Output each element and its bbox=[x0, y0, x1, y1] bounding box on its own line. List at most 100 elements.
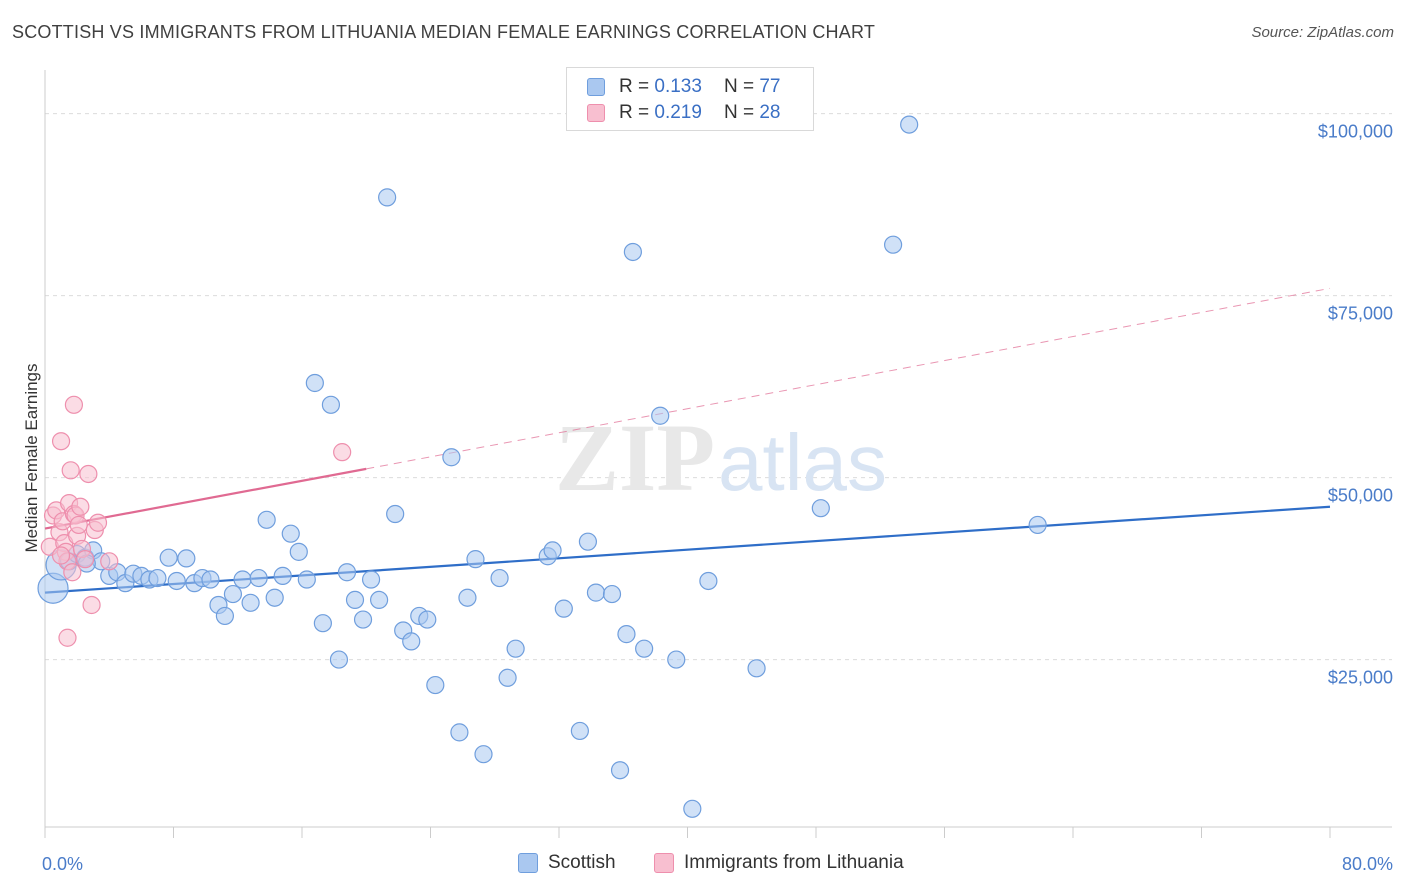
lithuania-point bbox=[64, 395, 84, 414]
lithuania-point bbox=[100, 552, 119, 571]
watermark-atlas: atlas bbox=[718, 418, 887, 507]
scottish-point bbox=[233, 570, 252, 589]
scottish-point bbox=[402, 632, 421, 651]
legend-n-value: 77 bbox=[759, 76, 781, 97]
lithuania-point bbox=[88, 513, 108, 532]
lithuania-point bbox=[63, 563, 82, 582]
y-tick-label: $25,000 bbox=[1328, 668, 1393, 688]
legend-item-scottish: Scottish bbox=[518, 852, 616, 874]
lithuania-point bbox=[69, 515, 88, 535]
tick-labels: $25,000 $50,000 $75,000 $100,000 0.0% 80.0% bbox=[42, 122, 1393, 874]
scottish-point bbox=[450, 723, 469, 742]
scottish-point bbox=[329, 650, 349, 669]
y-tick-label: $50,000 bbox=[1328, 486, 1393, 506]
legend-r-label: R = bbox=[619, 102, 650, 123]
scottish-point bbox=[610, 761, 630, 780]
lithuania-point bbox=[79, 464, 98, 484]
scottish-point bbox=[386, 504, 405, 524]
legend-n-value: 28 bbox=[759, 102, 781, 123]
scottish-point bbox=[223, 584, 243, 604]
scottish-point bbox=[241, 593, 260, 612]
scottish-point bbox=[578, 532, 598, 551]
scottish-point bbox=[635, 639, 654, 658]
scottish-point bbox=[474, 745, 493, 764]
scottish-point bbox=[811, 499, 830, 518]
scottish-point bbox=[458, 588, 477, 607]
correlation-legend: R = 0.133 N = 77 R = 0.219 N = 28 bbox=[566, 67, 814, 131]
legend-item-lithuania: Immigrants from Lithuania bbox=[654, 852, 904, 874]
scottish-point bbox=[361, 570, 381, 589]
scottish-point bbox=[177, 549, 196, 568]
scottish-point bbox=[378, 188, 397, 207]
x-tick-label: 0.0% bbox=[42, 854, 83, 874]
scottish-point bbox=[426, 675, 445, 695]
scottish-point bbox=[602, 584, 622, 604]
scottish-point bbox=[159, 548, 178, 567]
scottish-point bbox=[337, 563, 357, 582]
scottish-point bbox=[554, 599, 573, 618]
legend-label-lithuania: Immigrants from Lithuania bbox=[684, 852, 904, 873]
chart-title: SCOTTISH VS IMMIGRANTS FROM LITHUANIA ME… bbox=[12, 22, 876, 42]
legend-r-value: 0.219 bbox=[654, 102, 702, 123]
scottish-point bbox=[900, 115, 919, 134]
lithuania-point bbox=[51, 546, 71, 565]
legend-label-scottish: Scottish bbox=[548, 852, 616, 873]
legend-n-label: N = bbox=[723, 102, 755, 123]
legend-swatch-scottish bbox=[518, 853, 538, 873]
scottish-point bbox=[370, 590, 389, 610]
scottish-point bbox=[257, 510, 276, 529]
scottish-point bbox=[490, 568, 509, 588]
scottish-point bbox=[418, 610, 437, 629]
lithuania-point bbox=[333, 443, 352, 462]
scottish-point bbox=[651, 406, 670, 425]
grid-lines bbox=[45, 113, 1392, 661]
scottish-point bbox=[265, 588, 284, 607]
scottish-point bbox=[683, 799, 702, 818]
scottish-point bbox=[667, 650, 686, 669]
lithuania-point bbox=[51, 432, 71, 451]
lithuania-point bbox=[76, 550, 95, 569]
scottish-point bbox=[498, 668, 517, 687]
scottish-point bbox=[289, 542, 308, 561]
scottish-point bbox=[345, 590, 365, 610]
scottish-point bbox=[249, 568, 268, 588]
y-tick-label: $100,000 bbox=[1318, 122, 1393, 142]
scottish-point bbox=[442, 448, 461, 467]
lithuania-point bbox=[58, 628, 77, 647]
scottish-point bbox=[586, 583, 606, 602]
legend-swatch-scottish bbox=[587, 78, 605, 96]
scottish-point bbox=[747, 659, 766, 678]
legend-swatch-lithuania bbox=[654, 853, 674, 873]
scottish-point bbox=[543, 541, 562, 560]
legend-n-label: N = bbox=[723, 76, 755, 97]
y-axis-label: Median Female Earnings bbox=[22, 364, 41, 553]
watermark-zip: ZIP bbox=[555, 404, 715, 511]
watermark: ZIP atlas bbox=[555, 404, 887, 511]
scottish-point bbox=[506, 639, 525, 658]
scottish-point bbox=[1028, 515, 1047, 535]
y-tick-label: $75,000 bbox=[1328, 304, 1393, 324]
legend-r-value: 0.133 bbox=[654, 76, 702, 97]
scottish-point bbox=[353, 610, 373, 629]
legend-row-scottish: R = 0.133 N = 77 bbox=[587, 76, 780, 98]
scottish-point bbox=[623, 242, 642, 262]
scottish-point bbox=[883, 235, 903, 254]
scottish-point bbox=[297, 570, 316, 589]
scottish-point bbox=[305, 373, 324, 393]
series-legend: Scottish Immigrants from Lithuania bbox=[0, 852, 1406, 878]
scottish-point bbox=[699, 571, 718, 591]
scottish-point bbox=[273, 566, 292, 585]
scottish-point bbox=[167, 571, 186, 591]
trend-line-lithuania-extension bbox=[366, 287, 1331, 470]
lithuania-point bbox=[82, 595, 101, 615]
scottish-point bbox=[617, 625, 636, 644]
axes bbox=[44, 70, 1392, 838]
legend-r-label: R = bbox=[619, 76, 650, 97]
scottish-point bbox=[281, 524, 300, 543]
scottish-point bbox=[313, 614, 332, 633]
series-lithuania-points bbox=[40, 395, 352, 647]
scottish-point bbox=[201, 570, 220, 589]
x-tick-label: 80.0% bbox=[1342, 854, 1393, 874]
legend-row-lithuania: R = 0.219 N = 28 bbox=[587, 102, 780, 124]
